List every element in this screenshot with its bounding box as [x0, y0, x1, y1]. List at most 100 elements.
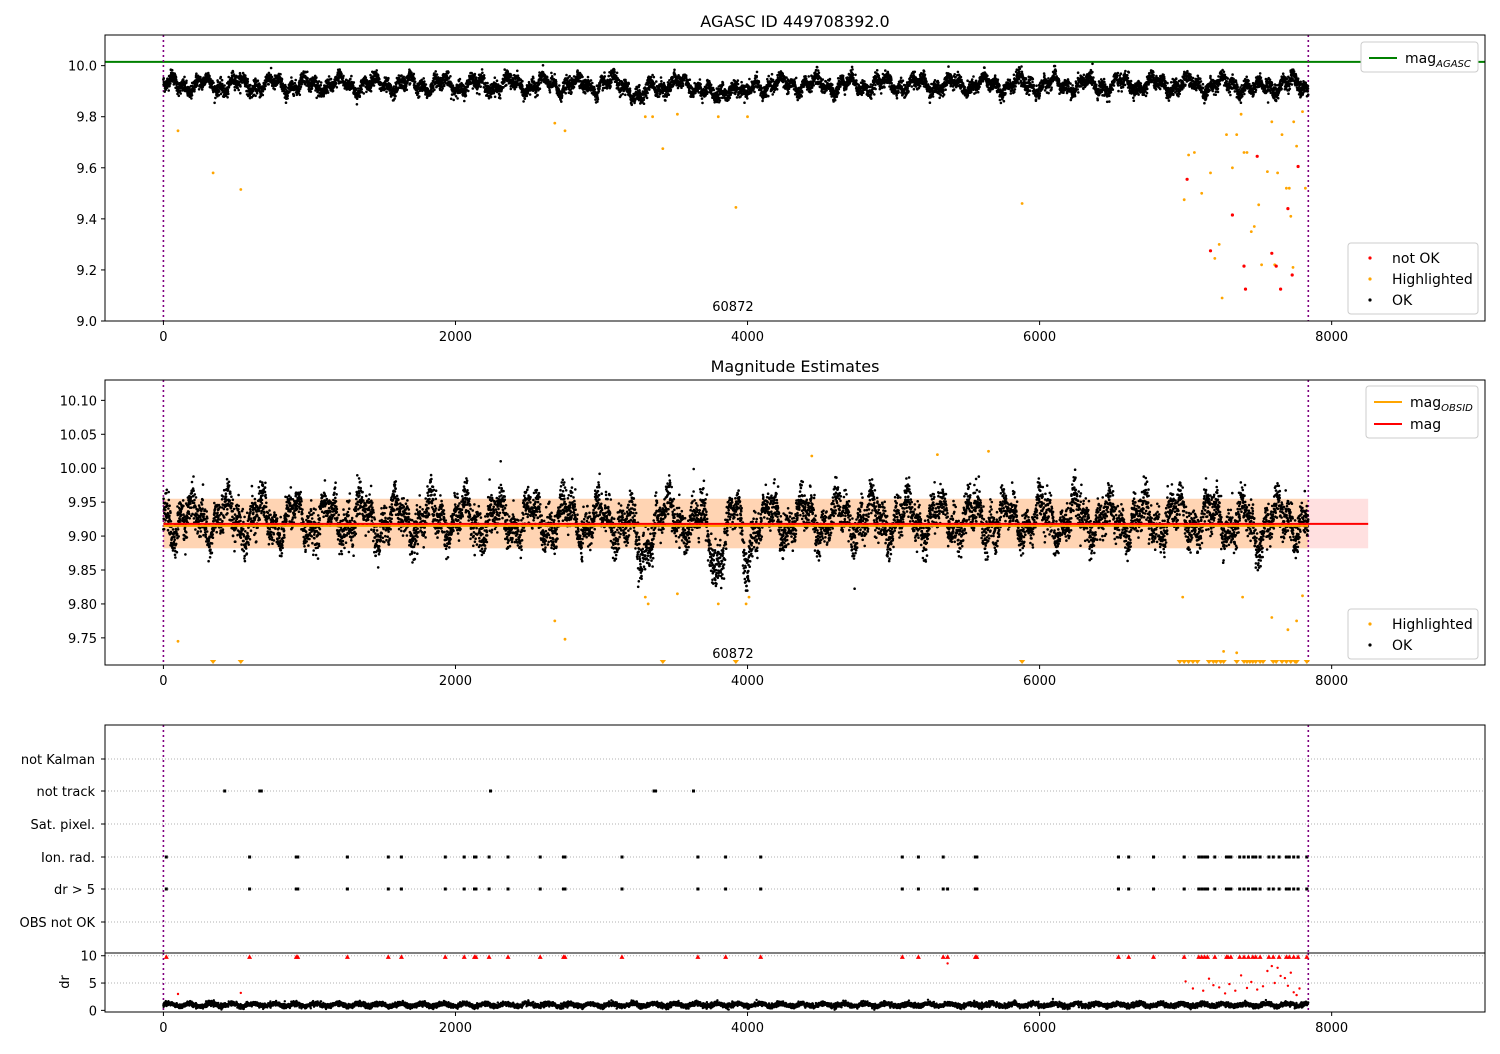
ok-points-point — [756, 71, 759, 74]
ok-points-point — [481, 72, 484, 75]
ok-points-point — [479, 85, 482, 88]
ok-points-point — [394, 95, 397, 98]
ok-points-point — [648, 88, 651, 91]
ok-points-point — [692, 96, 695, 99]
ok-points-point — [880, 92, 883, 95]
ok-points-point — [406, 89, 409, 92]
ok-points-point — [755, 75, 758, 78]
ok-points-point — [603, 71, 606, 74]
ok-points-point — [310, 90, 313, 93]
ok-points-point — [507, 70, 510, 73]
ok-points-point — [264, 85, 267, 88]
ok-points-point — [422, 77, 425, 80]
ok-points-point — [689, 78, 692, 81]
ok-points-point — [740, 81, 743, 84]
ok-points-point — [874, 84, 877, 87]
ok-points-point — [481, 68, 484, 71]
ok-points-point — [842, 75, 845, 78]
ok-points-point — [816, 66, 819, 69]
ok-points-point — [169, 82, 172, 85]
ok-points-point — [565, 74, 568, 77]
ok-points-point — [254, 95, 257, 98]
ok-points-point — [787, 91, 790, 94]
ok-points — [162, 63, 1309, 107]
ok-points-point — [463, 100, 466, 103]
ok-points-point — [423, 80, 426, 83]
ok-points-point — [483, 74, 486, 77]
ok-points-point — [863, 80, 866, 83]
ok-points-point — [413, 77, 416, 80]
ok-points-point — [811, 86, 814, 89]
ok-points-point — [638, 84, 641, 87]
ok-points-point — [449, 75, 452, 78]
ok-points-point — [731, 91, 734, 94]
ok-points-point — [175, 77, 178, 80]
ok-points-point — [761, 100, 764, 103]
ok-points-point — [607, 75, 610, 78]
ok-points-point — [829, 78, 832, 81]
ok-points-point — [373, 84, 376, 87]
ok-points-point — [472, 87, 475, 90]
ok-points-point — [443, 85, 446, 88]
ok-points-point — [414, 81, 417, 84]
ok-points-point — [831, 83, 834, 86]
ok-points-point — [624, 94, 627, 97]
ok-points-point — [746, 97, 749, 100]
ok-points-point — [436, 73, 439, 76]
ok-points-point — [417, 92, 420, 95]
ok-points-point — [256, 92, 259, 95]
ok-points-point — [646, 97, 649, 100]
ok-points-point — [871, 91, 874, 94]
ok-points-point — [551, 75, 554, 78]
ok-points-point — [226, 96, 229, 99]
ok-points-point — [474, 73, 477, 76]
ok-points-point — [796, 99, 799, 102]
ok-points-point — [340, 73, 343, 76]
ok-points-point — [772, 79, 775, 82]
ok-points-point — [570, 91, 573, 94]
ok-points-point — [336, 86, 339, 89]
ok-points-point — [320, 84, 323, 87]
ok-points-point — [521, 85, 524, 88]
ok-points-point — [837, 92, 840, 95]
ok-points-point — [409, 82, 412, 85]
ok-points-point — [425, 83, 428, 86]
ok-points-point — [584, 92, 587, 95]
ok-points-point — [350, 75, 353, 78]
ok-points-point — [223, 84, 226, 87]
ok-points-point — [267, 83, 270, 86]
ok-points-point — [590, 79, 593, 82]
ok-points-point — [801, 91, 804, 94]
ok-points-point — [387, 77, 390, 80]
ok-points-point — [682, 84, 685, 87]
ok-points-point — [227, 93, 230, 96]
ok-points-point — [178, 95, 181, 98]
ok-points-point — [737, 83, 740, 86]
ok-points-point — [227, 90, 230, 93]
ok-points-point — [221, 79, 224, 82]
ok-points-point — [653, 76, 656, 79]
ok-points-point — [581, 76, 584, 79]
ok-points-point — [320, 81, 323, 84]
ok-points-point — [836, 96, 839, 99]
ok-points-point — [293, 94, 296, 97]
ok-points-point — [459, 78, 462, 81]
ok-points-point — [521, 80, 524, 83]
ok-points-point — [710, 84, 713, 87]
ok-points-point — [536, 94, 539, 97]
ok-points-point — [198, 88, 201, 91]
ok-points-point — [553, 73, 556, 76]
ok-points-point — [832, 87, 835, 90]
ok-points-point — [510, 74, 513, 77]
ok-points-point — [526, 95, 529, 98]
ok-points-point — [729, 97, 732, 100]
ok-points-point — [185, 80, 188, 83]
ok-points-point — [766, 78, 769, 81]
ok-points-point — [311, 87, 314, 90]
ok-points-point — [232, 71, 235, 74]
ok-points-point — [183, 76, 186, 79]
ok-points-point — [883, 86, 886, 89]
ok-points-point — [486, 82, 489, 85]
ok-points-point — [804, 75, 807, 78]
ok-points-point — [616, 72, 619, 75]
